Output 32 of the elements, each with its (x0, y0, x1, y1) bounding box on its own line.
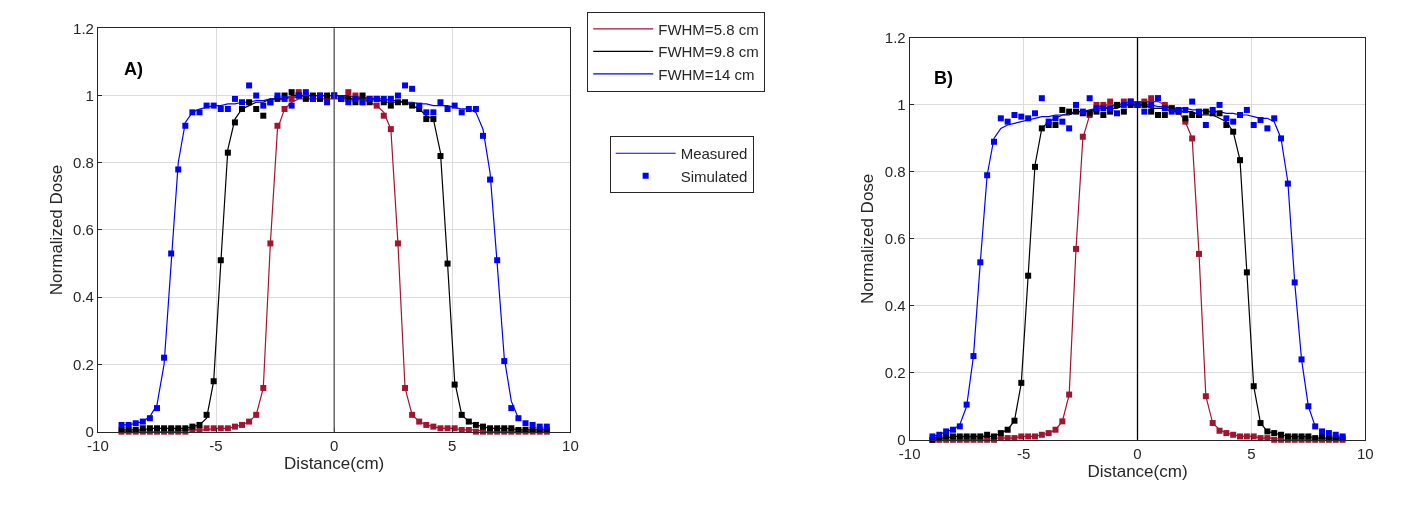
annotation: A) (124, 59, 143, 79)
legend-label: FWHM=14 cm (658, 65, 755, 83)
y-axis-title: Normalized Dose (46, 164, 66, 296)
x-tick-label: 10 (562, 436, 579, 454)
legend-label: FWHM=5.8 cm (658, 20, 759, 38)
y-tick-label: 0.2 (884, 364, 906, 382)
x-tick-label: -5 (1016, 444, 1031, 462)
y-tick-label: 1 (85, 86, 94, 104)
y-tick-label: 0.6 (73, 221, 94, 239)
x-axis-title: Distance(cm) (284, 454, 385, 474)
y-tick-label: 0.6 (884, 230, 906, 248)
y-tick-label: 1 (897, 96, 906, 114)
x-tick-label: 0 (1133, 444, 1142, 462)
x-axis-title: Distance(cm) (1087, 462, 1188, 482)
x-tick-label: 10 (1356, 444, 1374, 462)
x-tick-label: -10 (898, 444, 921, 462)
y-tick-label: 0.4 (73, 288, 94, 306)
x-tick-label: 5 (448, 436, 457, 454)
legend-label: Simulated (680, 167, 748, 185)
y-tick-label: 0.2 (73, 355, 94, 373)
legend-label: FWHM=9.8 cm (658, 43, 759, 61)
y-tick-label: 1.2 (884, 29, 906, 47)
y-tick-label: 0.4 (884, 297, 906, 315)
x-tick-label: -5 (209, 436, 223, 454)
annotation: B) (934, 68, 953, 88)
y-axis-title: Normalized Dose (858, 173, 878, 305)
x-tick-label: 0 (329, 436, 339, 454)
x-tick-label: 5 (1247, 444, 1256, 462)
y-tick-label: 1.2 (73, 19, 94, 37)
y-tick-label: 0.8 (884, 163, 906, 181)
text: Measured (680, 145, 748, 163)
y-tick-label: 0.8 (73, 154, 94, 171)
